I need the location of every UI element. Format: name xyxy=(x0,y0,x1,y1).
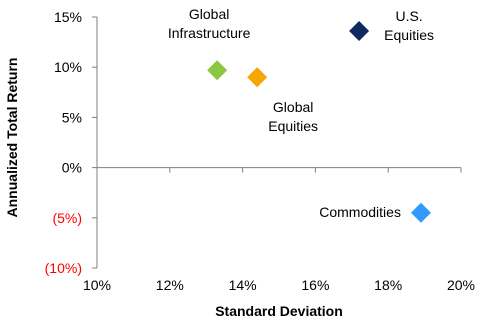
y-tick-label: (10%) xyxy=(45,260,82,276)
x-tick-label: 16% xyxy=(301,277,329,293)
data-point-label: Commodities xyxy=(319,204,401,220)
y-tick-label: (5%) xyxy=(52,210,82,226)
data-point-label: Global Infrastructure xyxy=(168,6,251,41)
data-point-label-line: U.S. xyxy=(395,8,422,24)
data-point-label-line: Global xyxy=(273,99,313,115)
data-point-label-line: Equities xyxy=(384,27,434,43)
data-point-marker xyxy=(349,21,370,42)
data-point-label: U.S. Equities xyxy=(384,8,434,43)
y-axis-title: Annualized Total Return xyxy=(4,58,20,218)
y-tick-label: 10% xyxy=(54,59,82,75)
x-tick-label: 12% xyxy=(156,277,184,293)
data-point-label-line: Commodities xyxy=(319,204,401,220)
x-tick-label: 18% xyxy=(374,277,402,293)
data-point-label: Global Equities xyxy=(268,99,318,134)
x-axis-ticks: 10% 12% 14% 16% 18% 20% xyxy=(83,167,475,293)
y-tick-label: 0% xyxy=(62,160,82,176)
point-labels: Global Infrastructure Global Equities U.S. Eq… xyxy=(168,6,434,220)
data-point-label-line: Infrastructure xyxy=(168,25,251,41)
y-tick-label: 5% xyxy=(62,109,82,125)
data-point-marker xyxy=(207,60,228,81)
x-tick-label: 10% xyxy=(83,277,111,293)
data-point-label-line: Global xyxy=(189,6,229,22)
data-point-label-line: Equities xyxy=(268,118,318,134)
x-tick-label: 14% xyxy=(229,277,257,293)
x-tick-label: 20% xyxy=(447,277,475,293)
y-axis-ticks: 15% 10% 5% 0% (5%) (10%) xyxy=(45,9,97,276)
data-point-marker xyxy=(410,202,431,223)
data-points xyxy=(207,21,431,223)
axes xyxy=(96,17,461,268)
data-point-marker xyxy=(247,67,268,88)
x-axis-title: Standard Deviation xyxy=(215,303,343,319)
y-tick-label: 15% xyxy=(54,9,82,25)
